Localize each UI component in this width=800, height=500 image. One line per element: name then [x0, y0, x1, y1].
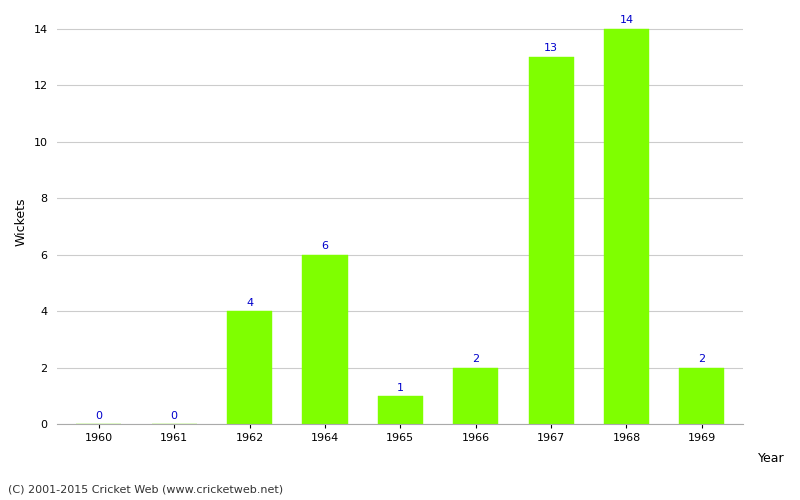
Text: 0: 0: [95, 411, 102, 421]
Bar: [679, 368, 725, 424]
Text: 4: 4: [246, 298, 253, 308]
Bar: [227, 311, 272, 424]
Bar: [378, 396, 423, 424]
Y-axis label: Wickets: Wickets: [15, 198, 28, 246]
Text: Year: Year: [758, 452, 785, 465]
Bar: [604, 28, 649, 424]
Text: 1: 1: [397, 382, 404, 392]
Text: 2: 2: [698, 354, 706, 364]
Text: 2: 2: [472, 354, 479, 364]
Text: 6: 6: [322, 242, 329, 252]
Text: 14: 14: [619, 15, 634, 25]
Text: 0: 0: [170, 411, 178, 421]
Text: 13: 13: [544, 44, 558, 54]
Bar: [453, 368, 498, 424]
Bar: [529, 57, 574, 424]
Bar: [302, 254, 348, 424]
Text: (C) 2001-2015 Cricket Web (www.cricketweb.net): (C) 2001-2015 Cricket Web (www.cricketwe…: [8, 485, 283, 495]
